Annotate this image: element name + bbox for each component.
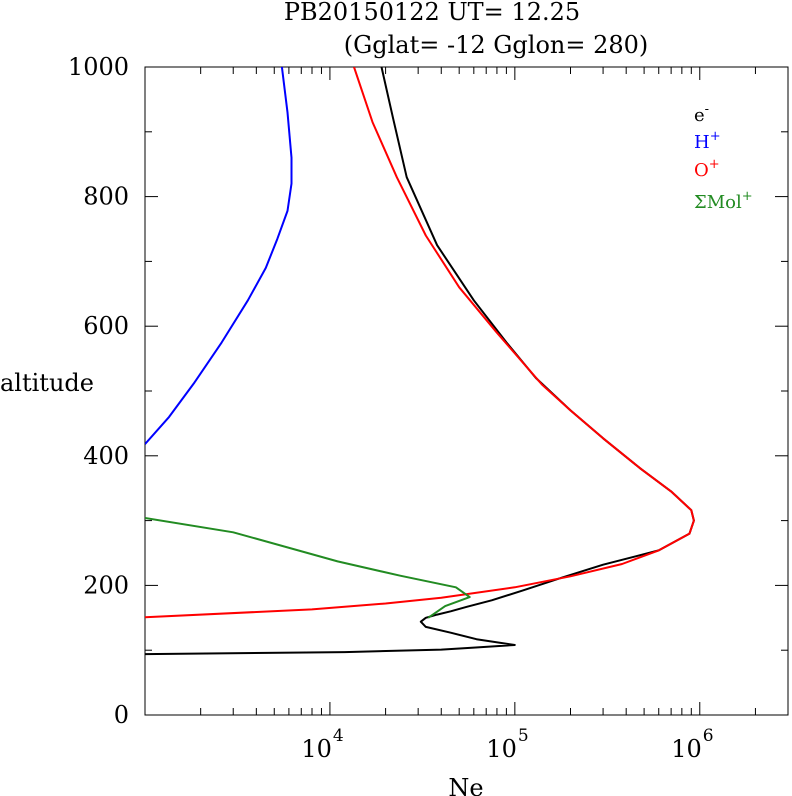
y-tick-label: 0 xyxy=(114,701,129,729)
legend-entry-name: ΣMol xyxy=(694,192,742,213)
legend-entry: H+ xyxy=(694,129,721,153)
legend-entry-charge: - xyxy=(705,102,709,117)
x-tick-label: 10 xyxy=(486,735,517,763)
x-tick-exponent: 6 xyxy=(703,726,714,746)
legend-entry: ΣMol+ xyxy=(694,189,753,213)
legend-entry-name: O xyxy=(694,160,709,181)
legend-entry-charge: + xyxy=(742,189,753,204)
legend-entry-charge: + xyxy=(710,129,721,144)
series-line-mol xyxy=(145,517,471,619)
x-tick-label: 10 xyxy=(671,735,702,763)
x-tick-exponent: 5 xyxy=(518,726,529,746)
y-tick-label: 200 xyxy=(83,571,129,599)
legend: e-H+O+ΣMol+ xyxy=(694,102,753,213)
y-tick-label: 1000 xyxy=(68,53,129,81)
chart-title: PB20150122 UT= 12.25 xyxy=(284,0,580,26)
y-tick-label: 600 xyxy=(83,312,129,340)
y-axis-label: altitude xyxy=(0,369,94,397)
legend-entry-name: H xyxy=(694,132,710,153)
y-tick-label: 800 xyxy=(83,183,129,211)
series-line-o xyxy=(145,67,695,619)
plot-frame xyxy=(144,66,789,716)
series-lines xyxy=(145,67,695,656)
legend-entry: e- xyxy=(694,102,709,126)
series-line-h xyxy=(145,67,293,445)
legend-entry: O+ xyxy=(694,157,720,181)
x-tick-exponent: 4 xyxy=(333,726,344,746)
chart-subtitle: (Gglat= -12 Gglon= 280) xyxy=(344,31,649,59)
y-tick-label: 400 xyxy=(83,442,129,470)
x-tick-label: 10 xyxy=(301,735,332,763)
legend-entry-charge: + xyxy=(709,157,720,172)
x-axis-label: Ne xyxy=(448,774,483,796)
legend-entry-name: e xyxy=(694,105,705,126)
